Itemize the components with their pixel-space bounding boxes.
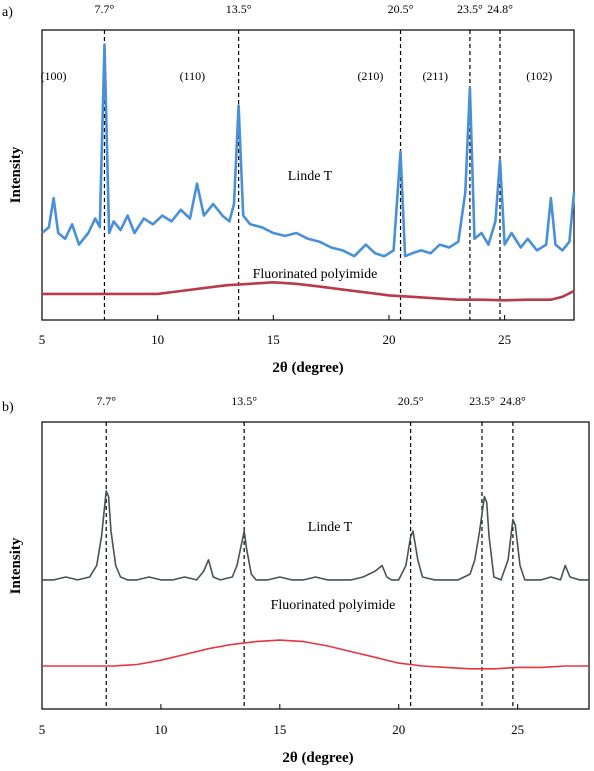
panel-b-peak-label-0: 7.7° [96, 394, 116, 408]
panel-a-hkl-label-3: (211) [422, 69, 448, 83]
panel-b-series-linde-t [42, 490, 589, 581]
panel-b-x-axis-title: 2θ (degree) [282, 750, 353, 766]
panel-a-y-axis-title: Intensity [8, 146, 24, 203]
panel-b-peak-labels: 7.7° 13.5° 20.5° 23.5° 24.8° [96, 394, 526, 408]
panel-b-peak-label-1: 13.5° [231, 394, 257, 408]
panel-b-peak-label-4: 24.8° [500, 394, 526, 408]
panel-a-series-linde-t [41, 43, 576, 258]
panel-b-x-tick-label-1: 10 [154, 722, 167, 737]
panel-a-hkl-label-0: (100) [41, 69, 67, 83]
panel-a-series-fluorinated-polyimide [42, 281, 575, 302]
panel-a-frame [41, 29, 575, 321]
panel-a-hkl-label-4: (102) [526, 69, 552, 83]
panel-b-label: b) [2, 400, 14, 415]
panel-b-peak-label-3: 23.5° [469, 394, 495, 408]
panel-a-hkl-label-2: (210) [357, 69, 383, 83]
panel-a-reference-lines [103, 30, 501, 320]
panel-a-peak-label-0: 7.7° [95, 2, 115, 16]
panel-b-series-fluorinated-polyimide [42, 639, 589, 670]
panel-a-hkl-label-1: (110) [180, 69, 206, 83]
panel-b-reference-lines [105, 422, 514, 709]
panel-a-linde-t-label: Linde T [288, 169, 333, 184]
panel-b-linde-t-label: Linde T [308, 520, 353, 535]
panel-b-y-axis-title: Intensity [8, 537, 24, 594]
panel-a-polyimide-label: Fluorinated polyimide [253, 267, 378, 282]
panel-a: a) 7.7° 13.5° 20.5° 23.5° 24.8° (100) (110) (2… [2, 2, 576, 376]
panel-a-x-axis-title: 2θ (degree) [272, 360, 343, 376]
panel-a-x-tick-label-2: 15 [267, 332, 280, 347]
panel-b-x-tick-label-0: 5 [39, 722, 46, 737]
panel-b-polyimide-label: Fluorinated polyimide [271, 598, 396, 613]
panel-b-x-tick-label-4: 25 [511, 722, 524, 737]
panel-a-hkl-labels: (100) (110) (210) (211) (102) [41, 69, 553, 83]
panel-b-x-ticks: 5 10 15 20 25 [39, 704, 524, 737]
panel-a-x-tick-label-4: 25 [498, 332, 511, 347]
panel-a-peak-label-1: 13.5° [226, 2, 252, 16]
panel-a-x-tick-label-1: 10 [151, 332, 164, 347]
panel-b-peak-label-2: 20.5° [398, 394, 424, 408]
panel-a-x-tick-label-0: 5 [39, 332, 46, 347]
panel-b-frame [41, 421, 590, 710]
panel-b-x-tick-label-3: 20 [392, 722, 405, 737]
panel-a-series [41, 43, 576, 302]
panel-a-label: a) [2, 5, 13, 20]
panel-a-peak-label-4: 24.8° [487, 2, 513, 16]
panel-a-x-tick-label-3: 20 [382, 332, 395, 347]
panel-a-peak-label-2: 20.5° [388, 2, 414, 16]
panel-b-x-tick-label-2: 15 [273, 722, 286, 737]
panel-a-peak-labels: 7.7° 13.5° 20.5° 23.5° 24.8° [95, 2, 514, 16]
panel-a-x-ticks: 5 10 15 20 25 [39, 315, 511, 347]
panel-b: b) 7.7° 13.5° 20.5° 23.5° 24.8° 5 10 15 20 25 2θ… [2, 394, 590, 766]
panel-a-peak-label-3: 23.5° [457, 2, 483, 16]
panel-b-series [42, 490, 589, 670]
